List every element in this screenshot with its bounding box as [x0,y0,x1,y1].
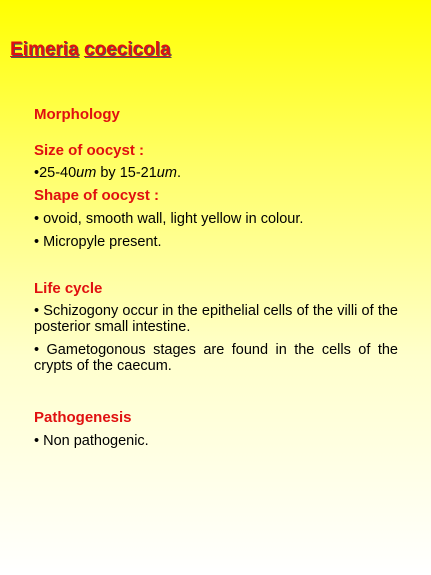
morphology-heading: Morphology [34,106,120,123]
micropyle-bullet: • Micropyle present. [34,234,162,250]
title-species: coecicola [83,39,171,60]
gametogonous-bullet: • Gametogonous stages are found in the c… [34,342,398,374]
title-genus: Eimeria [10,39,79,60]
non-pathogenic-bullet: • Non pathogenic. [34,433,149,449]
pathogenesis-heading: Pathogenesis [34,409,132,426]
size-unit: um [76,165,97,181]
life-cycle-heading: Life cycle [34,280,103,297]
size-prefix: •25-40 [34,165,77,181]
shape-bullet: • ovoid, smooth wall, light yellow in co… [34,211,304,227]
slide-title: Eimeria coecicola [10,39,171,61]
size-of-oocyst-label: Size of oocyst : [34,142,145,159]
shape-of-oocyst-label: Shape of oocyst : [34,187,160,204]
size-suffix: . [176,165,181,181]
size-of-oocyst-value: •25-40um by 15-21um. [34,165,181,181]
size-middle: by 15-21 [96,165,157,181]
size-unit: um [156,165,177,181]
schizogony-bullet: • Schizogony occur in the epithelial cel… [34,303,398,335]
